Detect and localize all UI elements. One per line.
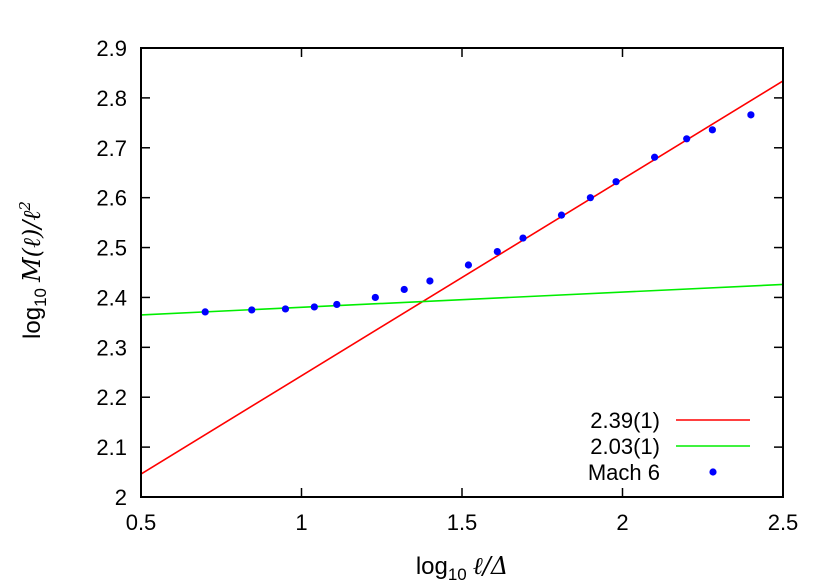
tick-labels: 0.5 1 1.5 2 2.5 2 2.1 2.2 2.3 2.4 2.5 2.6 2.7 2.8 2.9 [96, 36, 798, 535]
x-axis-label: log10 ℓ/Δ [416, 552, 508, 581]
data-point [708, 126, 716, 134]
y-tick-label: 2 [115, 485, 127, 510]
data-point [493, 247, 501, 256]
x-tick-label: 1.5 [447, 510, 478, 535]
x-tick-label: 2.5 [768, 510, 799, 535]
y-tick-label: 2.1 [96, 435, 127, 460]
data-point [747, 111, 755, 119]
legend-label: 2.03(1) [590, 434, 660, 459]
data-point [371, 293, 379, 302]
y-axis-label-superscript: 2 [16, 201, 34, 212]
legend: 2.39(1)2.03(1)Mach 6 [588, 408, 750, 485]
legend-swatch-point [709, 468, 717, 476]
series-layer [140, 80, 784, 475]
y-tick-label: 2.8 [96, 86, 127, 111]
data-point [683, 135, 691, 143]
data-point [400, 285, 408, 294]
data-point [651, 153, 659, 161]
data-point [519, 234, 527, 242]
y-tick-label: 2.2 [96, 385, 127, 410]
data-point [201, 308, 209, 316]
x-tick-label: 0.5 [126, 510, 157, 535]
data-point [464, 261, 473, 269]
y-tick-label: 2.7 [96, 136, 127, 161]
data-point [557, 211, 566, 219]
data-point [333, 300, 341, 309]
data-point [248, 306, 256, 314]
data-point [586, 194, 595, 202]
data-point [426, 277, 434, 285]
y-axis-label: log10 M(ℓ)/ℓ2 [16, 201, 50, 339]
y-tick-label: 2.4 [96, 285, 127, 310]
fit-line-1 [140, 283, 784, 316]
x-axis-label-math: ℓ/Δ [473, 552, 508, 580]
x-tick-label: 2 [616, 510, 628, 535]
plot-frame [140, 47, 784, 498]
x-axis-label-subscript: 10 [448, 565, 467, 581]
data-point [281, 305, 290, 313]
data-point [612, 178, 620, 186]
y-axis-label-subscript: 10 [31, 288, 50, 307]
tick-marks [140, 47, 784, 498]
legend-label: Mach 6 [588, 460, 660, 485]
data-point [310, 303, 318, 311]
y-tick-label: 2.3 [96, 335, 127, 360]
y-axis-label-prefix: log [19, 307, 46, 339]
y-tick-label: 2.6 [96, 186, 127, 211]
x-axis-label-prefix: log [416, 553, 448, 580]
legend-label: 2.39(1) [590, 408, 660, 433]
y-axis-label-math: M(ℓ)/ℓ [18, 211, 46, 283]
x-tick-label: 1 [295, 510, 307, 535]
fit-line-0 [140, 80, 784, 475]
y-tick-label: 2.5 [96, 236, 127, 261]
y-tick-label: 2.9 [96, 36, 127, 61]
